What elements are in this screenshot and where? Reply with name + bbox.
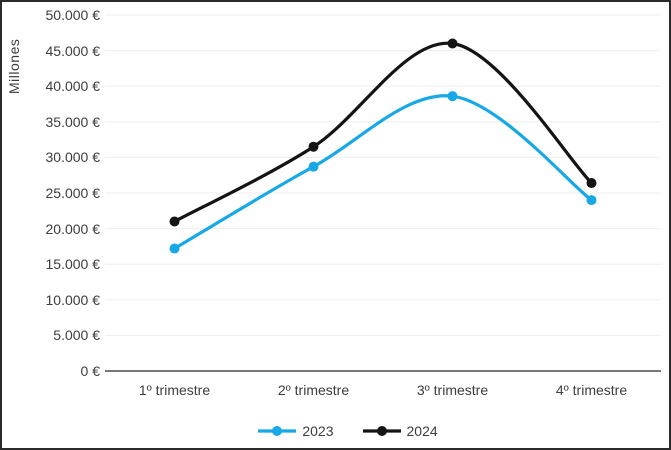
data-point-2024 — [447, 38, 458, 49]
data-point-2023 — [169, 243, 180, 254]
y-axis-tick-label: 25.000 € — [45, 185, 101, 201]
data-point-2023 — [586, 195, 597, 206]
chart-legend: 2023 2024 — [2, 423, 669, 439]
legend-marker-icon — [362, 426, 401, 436]
y-axis-tick-label: 45.000 € — [45, 42, 101, 59]
y-axis-tick-label: 30.000 € — [45, 149, 101, 166]
series-line-2024 — [172, 41, 594, 224]
x-axis-tick-label: 3º trimestre — [416, 382, 489, 398]
y-axis-tick-label: 10.000 € — [45, 291, 101, 308]
legend-item-2024: 2024 — [362, 423, 438, 439]
legend-dot — [376, 426, 387, 436]
legend-marker-icon — [258, 426, 297, 436]
legend-label: 2024 — [406, 423, 438, 439]
x-axis-tick-label: 2º trimestre — [277, 382, 350, 398]
legend-item-2023: 2023 — [257, 423, 334, 439]
y-axis-tick-label: 15.000 € — [45, 256, 101, 273]
y-axis-tick-label: 50.000 € — [45, 7, 101, 23]
y-axis-tick-label: 40.000 € — [45, 78, 101, 95]
y-axis-tick-label: 35.000 € — [45, 113, 101, 130]
data-point-2024 — [169, 216, 180, 227]
data-point-2023 — [447, 91, 458, 102]
series-line-2023 — [172, 94, 594, 251]
x-axis-tick-label: 1º trimestre — [138, 382, 211, 398]
data-point-2024 — [586, 178, 597, 189]
legend-dot — [272, 426, 283, 436]
y-axis-tick-label: 5.000 € — [53, 327, 100, 344]
legend-label: 2023 — [302, 423, 334, 439]
y-axis-tick-label: 0 € — [80, 363, 100, 379]
y-axis-tick-label: 20.000 € — [45, 220, 101, 237]
data-point-2024 — [308, 141, 319, 152]
x-axis-tick-label: 4º trimestre — [555, 382, 628, 398]
data-point-2023 — [308, 161, 319, 172]
